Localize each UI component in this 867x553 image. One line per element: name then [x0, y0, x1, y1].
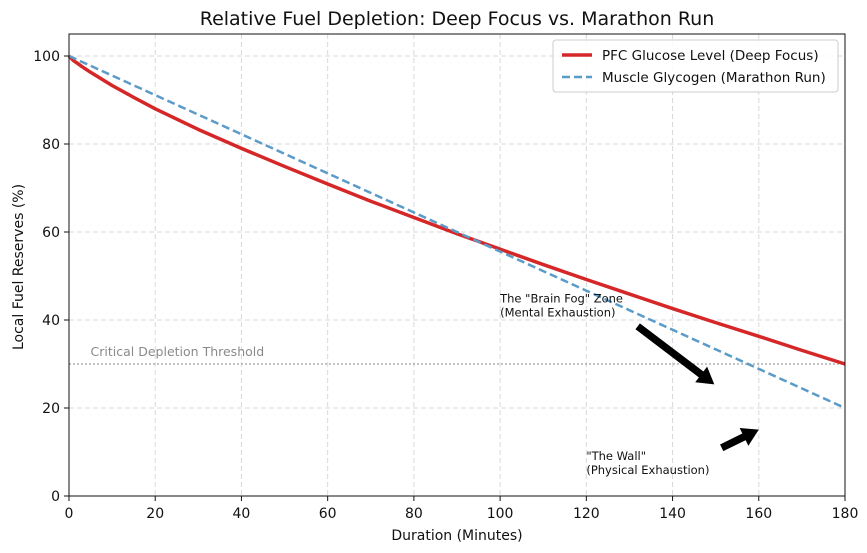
annotation-the-wall: "The Wall"(Physical Exhaustion) — [586, 427, 759, 477]
y-tick-label: 100 — [33, 49, 60, 65]
x-tick-label: 60 — [319, 506, 337, 522]
x-tick-label: 140 — [659, 506, 686, 522]
threshold-label: Critical Depletion Threshold — [91, 344, 265, 359]
annotation-text-line: (Physical Exhaustion) — [586, 463, 709, 477]
annotation-text-line: (Mental Exhaustion) — [500, 305, 615, 319]
annotation-arrow — [720, 427, 759, 452]
x-tick-label: 80 — [405, 506, 423, 522]
x-tick-label: 100 — [487, 506, 514, 522]
x-tick-label: 120 — [573, 506, 600, 522]
annotation-text-line: The "Brain Fog" Zone — [499, 291, 623, 305]
annotation-brain-fog: The "Brain Fog" Zone(Mental Exhaustion) — [499, 291, 715, 385]
annotations: The "Brain Fog" Zone(Mental Exhaustion) "… — [499, 291, 759, 477]
y-tick-label: 80 — [42, 137, 60, 153]
series-line-pfc-glucose — [67, 54, 846, 366]
x-tick-label: 0 — [65, 506, 74, 522]
threshold-group: Critical Depletion Threshold — [69, 344, 845, 365]
y-axis-title: Local Fuel Reserves (%) — [11, 184, 27, 350]
y-axis-ticks: 0 20 40 60 80 100 — [33, 49, 69, 505]
plot-frame — [68, 33, 846, 497]
chart-title: Relative Fuel Depletion: Deep Focus vs. … — [200, 8, 715, 30]
y-tick-label: 40 — [42, 313, 60, 329]
legend-label-muscle-glycogen: Muscle Glycogen (Marathon Run) — [602, 70, 826, 86]
y-tick-label: 60 — [42, 225, 60, 241]
x-tick-label: 40 — [233, 506, 251, 522]
series-group — [67, 54, 846, 410]
legend-label-pfc-glucose: PFC Glucose Level (Deep Focus) — [602, 48, 819, 64]
annotation-text-line: "The Wall" — [586, 449, 646, 463]
annotation-arrow — [635, 323, 715, 385]
legend: PFC Glucose Level (Deep Focus) Muscle Gl… — [552, 39, 839, 93]
x-axis-title: Duration (Minutes) — [391, 528, 522, 544]
x-tick-label: 160 — [745, 506, 772, 522]
legend-box — [552, 39, 839, 93]
x-tick-label: 180 — [832, 506, 859, 522]
x-tick-label: 20 — [146, 506, 164, 522]
x-axis-ticks: 0 20 40 60 80 100 120 140 160 180 — [65, 496, 859, 522]
y-tick-label: 20 — [42, 401, 60, 417]
series-line-muscle-glycogen — [68, 54, 846, 410]
y-tick-label: 0 — [51, 489, 60, 505]
